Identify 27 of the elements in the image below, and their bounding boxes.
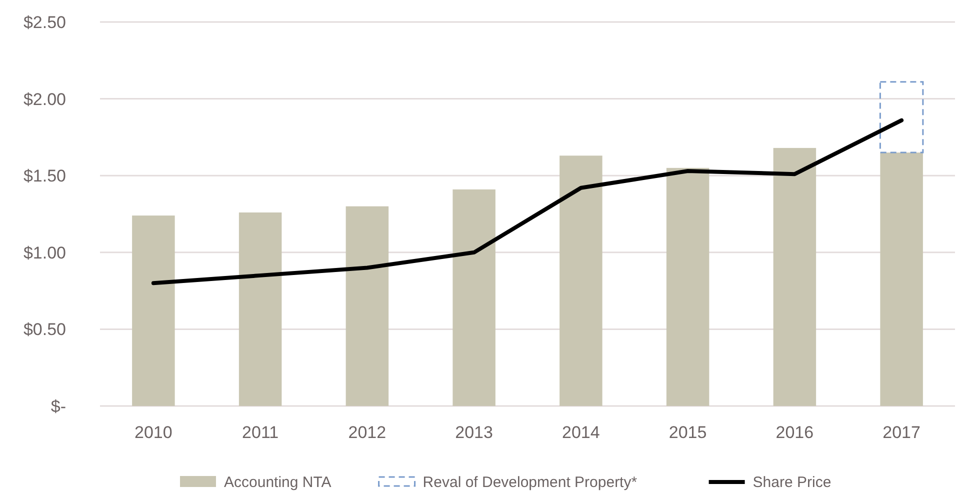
legend-label: Accounting NTA	[224, 474, 332, 491]
legend-label: Reval of Development Property*	[422, 474, 638, 491]
legend-label: Share Price	[752, 474, 832, 491]
bar	[879, 81, 924, 154]
y-tick-label: $2.00	[23, 90, 66, 109]
x-tick-label: 2015	[668, 423, 707, 442]
y-tick-label: $1.00	[23, 243, 66, 262]
x-tick-label: 2011	[242, 423, 279, 442]
line-series	[151, 118, 904, 286]
bar	[452, 189, 496, 406]
x-tick-label: 2014	[562, 423, 600, 442]
y-tick-label: $1.50	[23, 166, 66, 186]
bar	[560, 156, 602, 406]
bar	[132, 216, 175, 406]
y-tick-label: $2.50	[23, 12, 66, 32]
bar	[238, 212, 282, 406]
x-tick-label: 2010	[134, 423, 172, 442]
bar	[666, 168, 710, 406]
bar	[346, 206, 389, 406]
bar	[880, 152, 923, 406]
x-tick-label: 2012	[348, 423, 386, 442]
bar	[773, 148, 816, 406]
x-tick-label: 2016	[776, 423, 814, 442]
x-tick-label: 2017	[882, 423, 920, 442]
y-tick-label: $0.50	[23, 320, 66, 340]
x-tick-label: 2013	[455, 423, 493, 442]
y-tick-label: $-	[50, 396, 66, 416]
